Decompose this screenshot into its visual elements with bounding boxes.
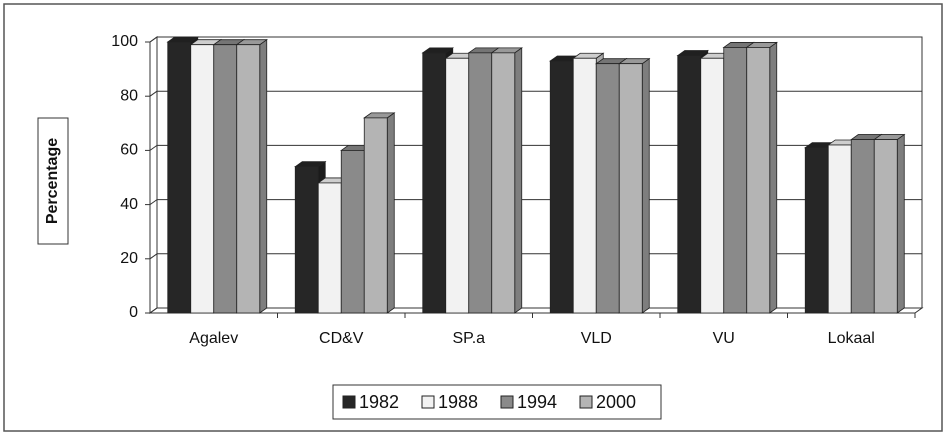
y-tick-label: 40 [120, 196, 138, 213]
grid-line-side [149, 36, 158, 43]
y-tick-label: 0 [129, 304, 138, 321]
bar [850, 139, 875, 314]
grid-line-side [149, 90, 158, 97]
legend-swatch [421, 395, 435, 409]
legend-swatch [500, 395, 514, 409]
bar-side [514, 47, 523, 314]
y-tick-label: 60 [120, 142, 138, 159]
y-tick-label: 20 [120, 250, 138, 267]
bar [873, 139, 898, 314]
grid-line-side [149, 253, 158, 260]
bar [677, 55, 702, 314]
grid-line-side [149, 199, 158, 206]
x-tick-label: Agalev [189, 330, 238, 347]
bar [294, 166, 319, 314]
legend-label: 1994 [517, 392, 557, 412]
grid-line-side [149, 144, 158, 151]
legend-swatch [579, 395, 593, 409]
x-tick-label: VU [713, 330, 735, 347]
y-label-box [37, 117, 69, 245]
bar [422, 52, 447, 314]
bar [190, 44, 215, 314]
legend-swatch [342, 395, 356, 409]
bar [549, 60, 574, 314]
legend-label: 1982 [359, 392, 399, 412]
x-tick-label: Lokaal [828, 330, 875, 347]
bar [167, 41, 192, 314]
bar [213, 44, 238, 314]
bar [445, 57, 470, 314]
bar [236, 44, 261, 314]
bar [804, 147, 829, 314]
bar [491, 52, 516, 314]
grid-line-side [149, 307, 158, 314]
legend-label: 1988 [438, 392, 478, 412]
bar [317, 182, 342, 314]
bar [468, 52, 493, 314]
bar [618, 63, 643, 314]
bar [340, 149, 365, 314]
bar [746, 47, 771, 314]
bar-side [386, 112, 395, 314]
bar [700, 57, 725, 314]
bar [363, 117, 388, 314]
bar [572, 57, 597, 314]
bar-side [769, 41, 778, 314]
legend-box [332, 384, 662, 420]
bar-side [896, 133, 905, 314]
y-tick-label: 80 [120, 87, 138, 104]
side-wall [149, 36, 158, 314]
x-tick-label: VLD [581, 330, 612, 347]
legend-label: 2000 [596, 392, 636, 412]
y-axis-label: Percentage [44, 138, 61, 224]
bar-side [641, 57, 650, 314]
bar [595, 63, 620, 314]
bar [723, 47, 748, 314]
x-tick-label: SP.a [452, 330, 485, 347]
bar-side [259, 38, 268, 314]
x-tick-label: CD&V [319, 330, 364, 347]
y-tick-label: 100 [111, 33, 138, 50]
bar [827, 144, 852, 314]
